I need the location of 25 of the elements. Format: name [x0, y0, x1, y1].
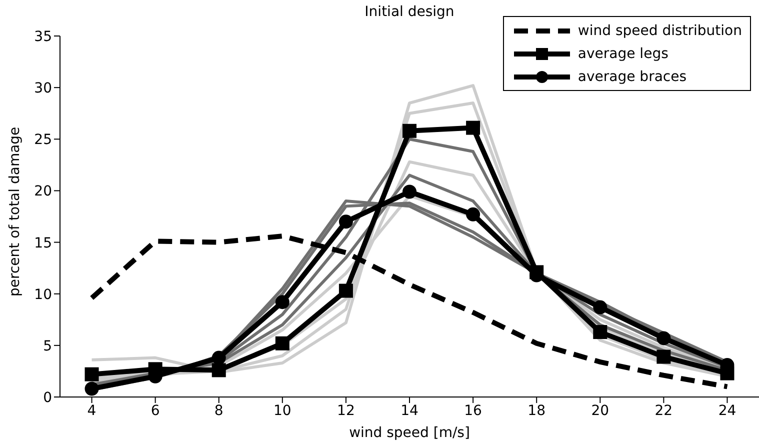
- x-axis-title: wind speed [m/s]: [349, 425, 470, 441]
- x-tick-label: 6: [150, 402, 160, 419]
- y-tick-label: 15: [34, 235, 52, 252]
- y-tick-label: 25: [34, 132, 52, 148]
- y-tick-label: 0: [43, 390, 52, 406]
- x-tick-label: 24: [718, 402, 736, 419]
- legend-label: wind speed distribution: [578, 22, 742, 38]
- x-tick-label: 8: [214, 402, 224, 419]
- y-axis-title: percent of total damage: [6, 126, 23, 296]
- x-tick-label: 14: [400, 402, 418, 419]
- y-tick-label: 5: [43, 338, 52, 354]
- x-tick-label: 22: [654, 402, 673, 419]
- x-tick-label: 16: [464, 402, 482, 419]
- x-tick-label: 4: [87, 402, 96, 419]
- y-tick-label: 10: [34, 286, 52, 303]
- x-tick-label: 18: [528, 402, 546, 419]
- legend-label: average braces: [578, 68, 687, 84]
- x-tick-label: 10: [273, 402, 292, 419]
- x-tick-label: 12: [337, 402, 355, 419]
- y-tick-label: 30: [34, 80, 52, 97]
- x-tick-label: 20: [591, 402, 610, 419]
- legend-label: average legs: [578, 46, 668, 62]
- y-tick-label: 35: [34, 28, 52, 45]
- chart-title: Initial design: [364, 4, 456, 20]
- y-tick-label: 20: [34, 184, 52, 200]
